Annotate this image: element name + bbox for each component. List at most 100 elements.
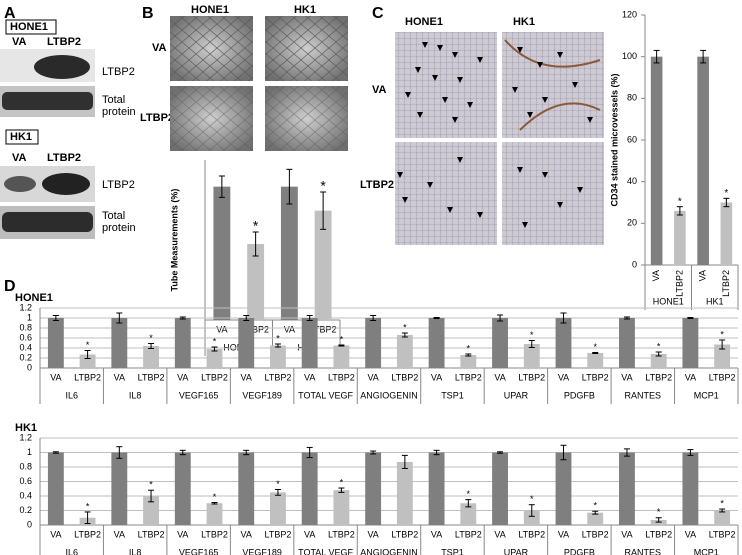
x-tick-label: IL8: [129, 547, 142, 555]
bar: [396, 335, 413, 368]
bar: [428, 318, 445, 368]
y-axis-label: CD34 stained microvessels (%): [609, 73, 619, 206]
y-tick-label: 20: [627, 218, 637, 228]
arrowhead: [572, 82, 578, 88]
series-label: LTBP2: [328, 372, 355, 382]
series-label: LTBP2: [582, 372, 609, 382]
bar: [720, 202, 733, 265]
y-tick-label: 0.8: [19, 461, 32, 471]
arrowhead: [437, 45, 443, 51]
bar: [247, 244, 265, 320]
series-label: LTBP2: [645, 372, 672, 382]
series-label: VA: [50, 529, 61, 539]
series-label: VA: [494, 372, 505, 382]
bar: [143, 346, 159, 368]
arrowhead: [542, 97, 548, 103]
series-label: VA: [621, 372, 632, 382]
series-label: VA: [50, 372, 61, 382]
bar: [333, 490, 350, 525]
x-tick-label: HONE1: [653, 296, 684, 306]
y-tick-label: 0: [27, 519, 32, 529]
bar: [79, 354, 96, 368]
row-label: Total protein: [102, 94, 136, 118]
arrowhead: [522, 222, 528, 228]
series-label: VA: [367, 372, 378, 382]
series-label: VA: [304, 529, 315, 539]
lane-label: VA: [12, 36, 27, 48]
series-label: LTBP2: [74, 372, 101, 382]
chart-title: HONE1: [15, 292, 53, 304]
arrowhead: [557, 52, 563, 58]
x-tick-label: IL6: [65, 390, 78, 400]
y-tick-label: 0.4: [19, 490, 32, 500]
series-label: VA: [558, 372, 569, 382]
arrowheads: [397, 42, 593, 228]
x-tick-label: VEGF165: [179, 390, 219, 400]
x-tick-label: TOTAL VEGF: [298, 390, 353, 400]
series-label: LTBP2: [265, 372, 292, 382]
significance-marker: *: [467, 343, 471, 353]
series-label: LTBP2: [455, 372, 482, 382]
x-tick-label: VEGF189: [242, 390, 282, 400]
bar: [301, 452, 318, 525]
arrowhead: [422, 42, 428, 48]
x-tick-label: TOTAL VEGF: [298, 547, 353, 555]
arrowhead: [452, 117, 458, 123]
lane-label: VA: [12, 152, 27, 164]
series-label: VA: [241, 372, 252, 382]
bar: [238, 318, 255, 368]
arrowhead: [477, 212, 483, 218]
x-tick-label: MCP1: [694, 547, 719, 555]
arrowhead: [557, 202, 563, 208]
arrowhead: [537, 62, 543, 68]
bar: [428, 452, 445, 525]
bar: [587, 512, 604, 525]
row-label: VA: [152, 42, 167, 54]
bar: [213, 186, 231, 320]
bar: [492, 452, 508, 525]
arrowhead: [447, 207, 453, 213]
arrowhead: [405, 92, 411, 98]
series-label: LTBP2: [310, 324, 337, 334]
bar: [174, 452, 191, 525]
series-label: VA: [685, 372, 696, 382]
significance-marker: *: [593, 501, 597, 511]
significance-marker: *: [276, 333, 280, 343]
series-label: LTBP2: [201, 529, 228, 539]
series-label: VA: [114, 529, 125, 539]
series-label: LTBP2: [674, 270, 684, 297]
bar: [206, 349, 223, 368]
significance-marker: *: [86, 340, 90, 350]
series-label: VA: [698, 270, 708, 281]
arrowhead: [432, 75, 438, 81]
bar: [460, 355, 477, 368]
bar: [714, 510, 731, 525]
arrowhead: [452, 52, 458, 58]
y-tick-label: 1.2: [19, 432, 32, 442]
significance-marker: *: [724, 188, 728, 199]
series-label: LTBP2: [138, 529, 165, 539]
bar: [697, 56, 709, 265]
band: [2, 92, 93, 110]
bar: [555, 452, 572, 525]
y-axis-label: Tube Measurements (%): [169, 189, 179, 292]
bar: [492, 318, 508, 368]
lane-label: LTBP2: [47, 152, 81, 164]
blot-title: HK1: [10, 131, 32, 143]
bar: [47, 452, 64, 525]
significance-marker: *: [657, 341, 661, 351]
arrowhead: [542, 172, 548, 178]
significance-marker: *: [720, 498, 724, 508]
bar: [333, 345, 350, 368]
bar: [674, 210, 686, 265]
y-tick-label: 0: [27, 362, 32, 372]
series-label: VA: [177, 372, 188, 382]
x-tick-label: ANGIOGENIN: [360, 390, 418, 400]
bar: [714, 344, 731, 368]
panel-letter: C: [372, 5, 384, 22]
series-label: LTBP2: [138, 372, 165, 382]
box: [5, 19, 57, 35]
series-label: VA: [241, 529, 252, 539]
significance-marker: *: [530, 330, 534, 340]
